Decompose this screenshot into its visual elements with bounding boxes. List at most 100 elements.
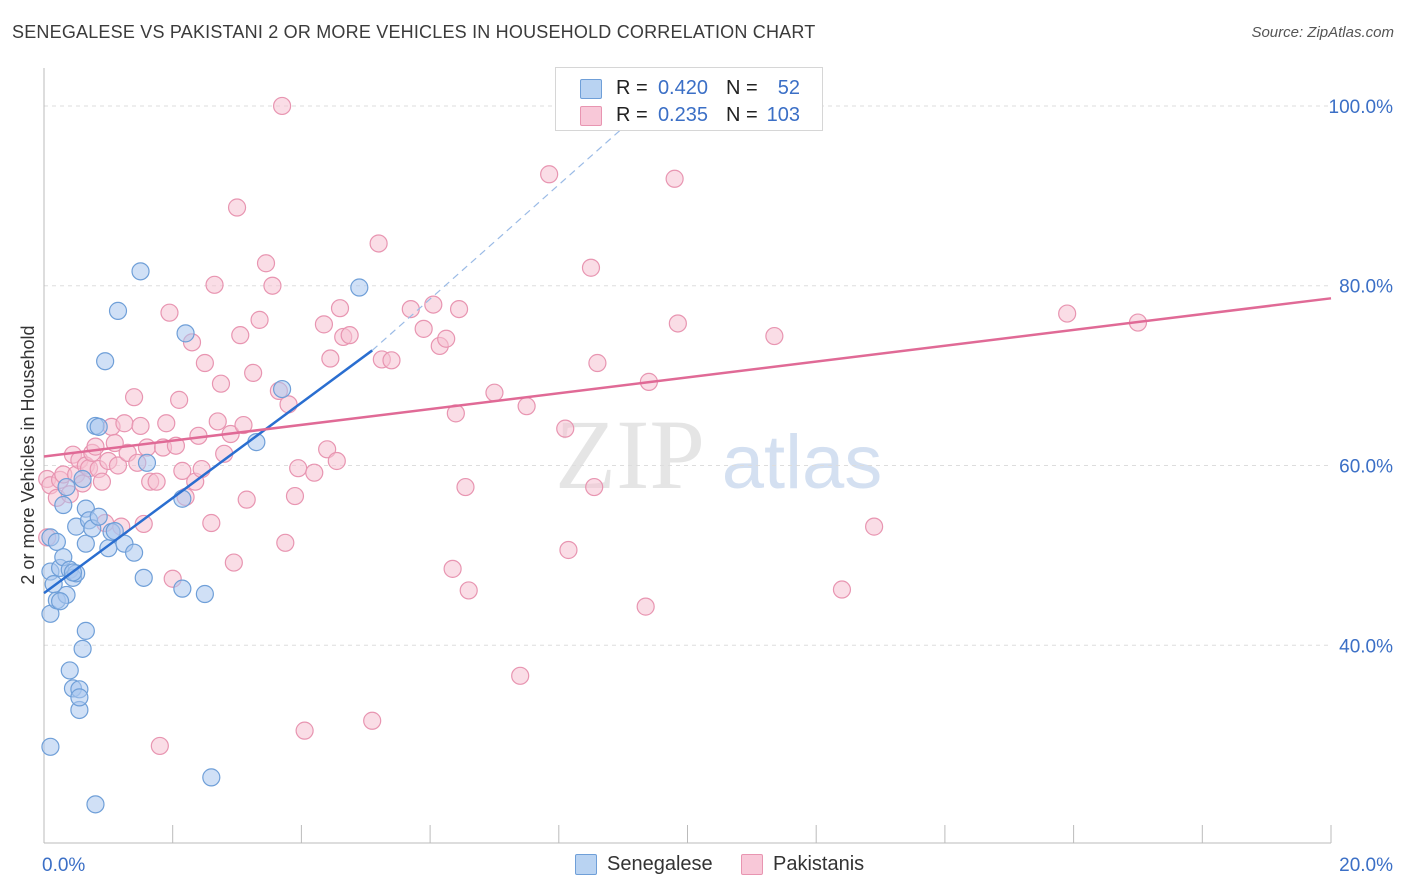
data-point [108,456,128,475]
data-point [147,472,166,491]
data-point [540,165,559,184]
data-point [50,592,70,611]
senegalese-legend-swatch [575,854,597,875]
data-point [443,559,462,578]
data-point [41,737,60,756]
data-point [157,414,176,433]
data-point [92,472,112,491]
chart-title: SENEGALESE VS PAKISTANI 2 OR MORE VEHICL… [12,22,816,42]
data-point [89,417,108,436]
data-point [134,514,153,534]
data-point [456,477,475,497]
data-point [665,169,684,188]
x-tick-labels: 0.0% 20.0% [42,855,1393,876]
data-point [272,96,292,116]
data-point [234,415,253,435]
n-label: N = [726,104,758,126]
data-point [424,295,443,314]
data-point [559,540,578,560]
n-value: 103 [766,104,800,126]
data-point [459,581,478,600]
data-point [160,303,179,322]
data-point [73,469,92,489]
x-tick-label: 20.0% [1339,855,1393,876]
data-point [363,711,382,730]
r-value: 0.235 [657,104,708,126]
y-tick-label: 100.0% [1329,97,1394,118]
senegalese-legend-label: Senegalese [607,853,713,875]
data-point [173,489,192,508]
data-point [195,584,214,604]
data-point [86,795,105,814]
data-point [350,278,369,297]
data-point [131,262,150,281]
y-tick-label: 40.0% [1339,636,1393,657]
data-point [305,463,324,482]
data-point [449,299,469,319]
data-point [202,768,221,787]
data-point [176,324,195,343]
data-point [237,490,256,509]
data-point [511,666,530,685]
correlation-legend: R = 0.420 N = 52 R = 0.235 N = 103 [555,67,823,131]
data-point [76,534,95,553]
legend-row-pakistanis: R = 0.235 N = 103 [556,100,822,130]
pakistanis-trend-line [43,297,1332,458]
data-point [289,459,308,478]
data-point [765,326,784,346]
senegalese-trend-extension [371,109,643,351]
data-point [250,310,269,329]
data-point [54,495,73,515]
pakistanis-swatch [580,106,602,126]
data-point [327,451,346,471]
data-point [131,416,150,436]
trend-lines [43,109,1332,595]
source-label: Source: ZipAtlas.com [1251,24,1394,41]
data-point [96,352,115,371]
data-point [76,621,95,640]
data-point [279,395,298,414]
data-point [437,329,456,348]
data-point [1058,304,1077,323]
data-point [134,568,153,587]
data-point [581,258,601,277]
data-point [588,353,607,373]
zipatlas-watermark: ZIP atlas [555,399,882,510]
r-value: 0.420 [657,77,708,99]
data-point [340,326,359,345]
pakistanis-legend-swatch [741,854,763,875]
senegalese-trend-line [43,349,373,595]
pakistanis-legend-label: Pakistanis [773,853,865,875]
data-point [108,301,128,320]
data-point [170,390,189,409]
data-point [256,254,276,273]
data-point [205,275,224,294]
data-point [865,517,884,536]
r-label: R = [616,77,648,99]
data-point [321,349,340,368]
data-point [556,419,575,438]
y-tick-labels: 40.0% 60.0% 80.0% 100.0% [1329,97,1394,657]
data-point [832,580,852,599]
data-point [173,461,192,480]
data-point [60,661,79,680]
data-point [330,299,350,318]
data-point [485,383,504,402]
data-point [227,198,247,217]
data-point [202,513,221,533]
data-point [224,553,243,572]
data-point [57,477,76,497]
data-point [47,532,66,551]
data-point [195,353,214,373]
data-point [401,299,420,319]
data-point [668,314,687,333]
y-axis-label: 2 or more Vehicles in Household [18,325,38,584]
data-point [124,543,144,562]
data-point [517,397,536,416]
data-point [211,374,231,393]
pakistanis-points [38,96,1148,756]
data-point [124,388,144,407]
data-point [263,276,282,295]
n-label: N = [726,77,758,99]
r-label: R = [616,104,648,126]
